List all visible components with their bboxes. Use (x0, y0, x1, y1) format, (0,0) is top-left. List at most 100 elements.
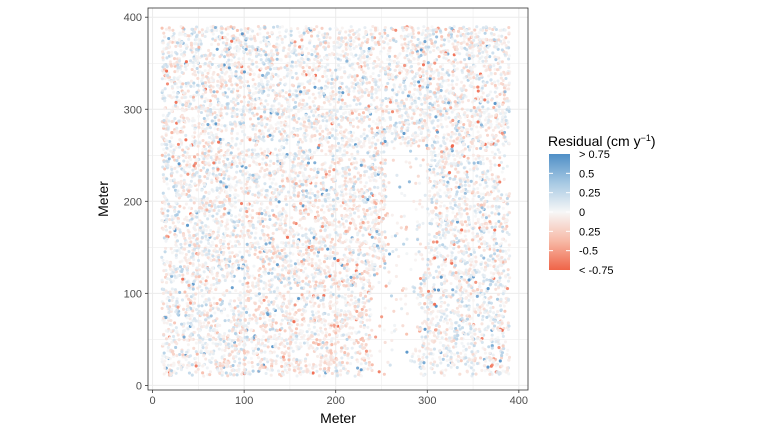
data-point (371, 254, 375, 258)
data-point (475, 361, 480, 366)
data-point (445, 194, 449, 198)
data-point (263, 182, 267, 186)
data-point (486, 141, 490, 145)
data-point (228, 251, 232, 255)
data-point (202, 116, 206, 121)
data-point (425, 48, 429, 52)
data-point (415, 227, 419, 231)
data-point (403, 42, 407, 46)
data-point (280, 25, 285, 29)
data-point (253, 193, 257, 197)
data-point (382, 252, 386, 256)
data-point (495, 254, 499, 258)
data-point (176, 107, 180, 111)
data-point (343, 350, 347, 355)
data-point (245, 289, 249, 293)
data-point (181, 363, 185, 367)
data-point (451, 288, 455, 292)
data-point (507, 57, 511, 61)
data-point (216, 79, 220, 83)
data-point (193, 297, 197, 301)
data-point (305, 290, 309, 294)
data-point (336, 233, 340, 237)
data-point (359, 362, 363, 366)
data-point (233, 205, 237, 209)
data-point (377, 280, 381, 285)
data-point (184, 60, 188, 64)
data-point (356, 305, 360, 309)
data-point (307, 157, 311, 161)
data-point (462, 344, 466, 348)
data-point (338, 271, 342, 275)
data-point (314, 348, 318, 352)
data-point (314, 184, 318, 188)
data-point (226, 25, 230, 30)
data-point (351, 124, 355, 129)
data-point (222, 239, 226, 243)
data-point (416, 52, 420, 56)
data-point (192, 84, 196, 88)
data-point (383, 306, 387, 310)
data-point (207, 321, 211, 325)
data-point (192, 119, 196, 123)
data-point (343, 255, 347, 259)
data-point (478, 223, 482, 227)
data-point (425, 76, 430, 80)
data-point (472, 204, 477, 208)
data-point (247, 207, 251, 211)
data-point (481, 314, 485, 318)
data-point (293, 40, 297, 44)
data-point (369, 354, 373, 358)
data-point (173, 82, 177, 86)
data-point (328, 188, 332, 192)
data-point (228, 255, 232, 259)
data-point (438, 211, 442, 215)
data-point (166, 345, 170, 350)
data-point (481, 26, 485, 30)
data-point (163, 366, 167, 370)
data-point (315, 329, 319, 333)
data-point (238, 94, 242, 98)
data-point (228, 290, 232, 294)
data-point (310, 264, 314, 268)
data-point (488, 26, 492, 30)
data-point (348, 208, 352, 212)
data-point (200, 221, 204, 225)
data-point (228, 234, 232, 238)
data-point (507, 248, 511, 252)
data-point (168, 323, 172, 327)
data-point (458, 52, 462, 56)
data-point (465, 175, 469, 179)
data-point (278, 30, 282, 34)
data-point (164, 151, 168, 155)
data-point (263, 125, 267, 129)
data-point (283, 368, 287, 372)
data-point (294, 89, 299, 93)
data-point (463, 220, 468, 224)
data-point (304, 116, 308, 120)
data-point (428, 28, 432, 32)
data-point (370, 35, 374, 39)
data-point (506, 40, 511, 44)
data-point (361, 233, 365, 237)
data-point (196, 76, 200, 80)
data-point (293, 44, 297, 48)
data-point (326, 128, 330, 132)
data-point (449, 30, 453, 34)
data-point (225, 169, 229, 173)
data-point (347, 331, 351, 336)
data-point (306, 69, 310, 74)
data-point (366, 325, 370, 329)
data-point (434, 95, 438, 99)
data-point (436, 309, 440, 313)
data-point (317, 284, 321, 288)
data-point (254, 54, 259, 58)
data-point (360, 280, 364, 284)
data-point (469, 109, 473, 113)
data-point (496, 265, 500, 269)
data-point (456, 151, 460, 155)
data-point (376, 267, 380, 271)
data-point (463, 262, 467, 266)
data-point (456, 359, 461, 363)
data-point (172, 90, 176, 94)
